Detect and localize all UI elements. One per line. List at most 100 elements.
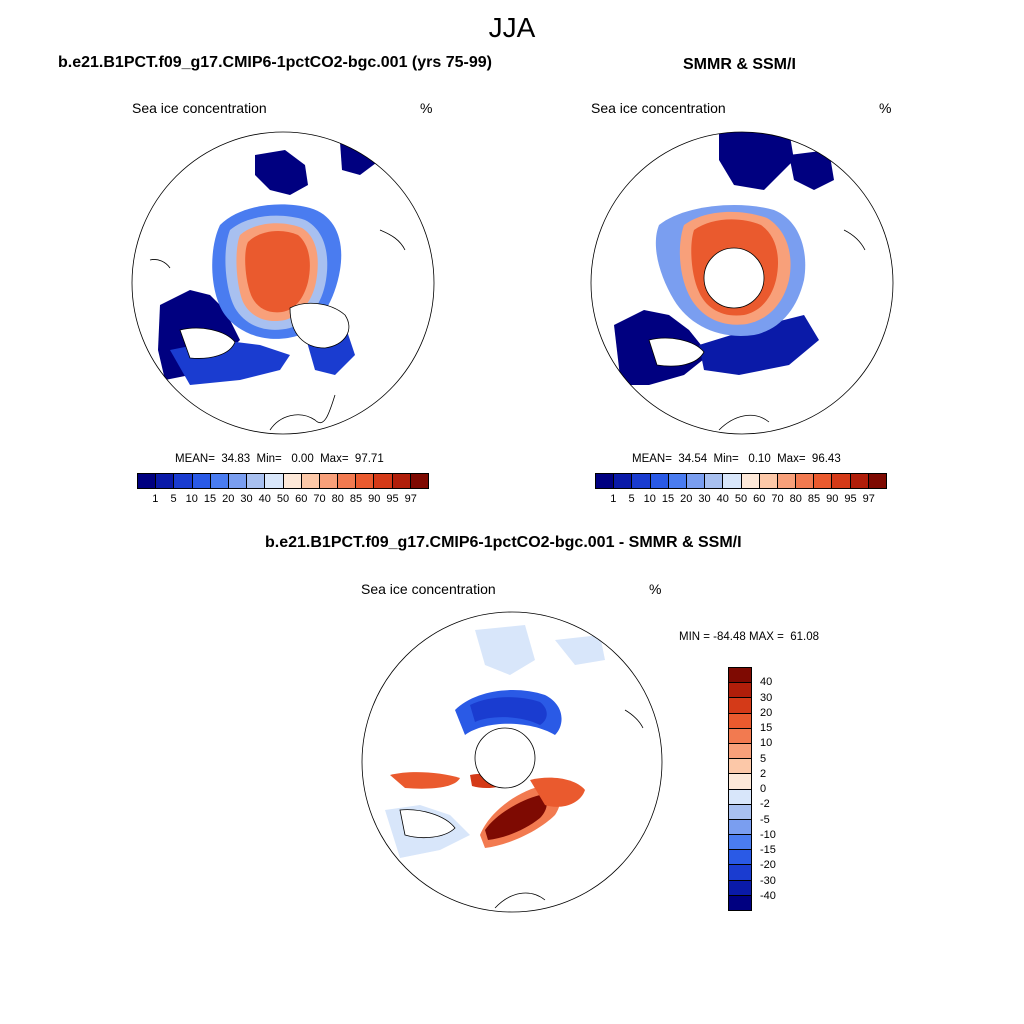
panel-b-colorbar-tick-label: 5 — [628, 493, 635, 505]
panel-a-colorbar-swatch — [301, 474, 320, 488]
panel-b-colorbar-swatch — [596, 474, 615, 488]
panel-a-polar-map — [131, 131, 435, 435]
panel-c-colorbar-tick-label: 15 — [760, 722, 773, 734]
panel-b-title: SMMR & SSM/I — [683, 56, 796, 73]
panel-b-colorbar-tick-label: 90 — [826, 493, 839, 505]
panel-b-colorbar-tick-label: 20 — [680, 493, 693, 505]
panel-a-colorbar-swatch — [174, 474, 193, 488]
panel-b-colorbar-tick-label: 97 — [862, 493, 875, 505]
panel-a-colorbar-labels: 1 5 10 15 20 30 40 50 60 70 80 85 90 95 97 — [137, 493, 429, 507]
panel-a-colorbar-tick-label: 90 — [368, 493, 381, 505]
panel-b-colorbar-swatch — [632, 474, 651, 488]
panel-a-colorbar-swatch — [374, 474, 393, 488]
panel-a-colorbar-swatch — [265, 474, 284, 488]
panel-a-colorbar-swatch — [247, 474, 266, 488]
panel-c-colorbar-tick-label: -30 — [760, 874, 776, 887]
panel-c-colorbar-tick-label: 0 — [760, 783, 767, 795]
panel-b-colorbar-tick-label: 95 — [844, 493, 857, 505]
panel-c-units-label: % — [649, 581, 662, 597]
panel-b-colorbar-tick-label: 15 — [661, 493, 675, 505]
panel-a-colorbar-tick-label: 80 — [331, 493, 344, 505]
panel-c-variable-label: Sea ice concentration — [361, 581, 496, 597]
panel-c-colorbar-swatch — [729, 850, 751, 866]
panel-b-variable-label: Sea ice concentration — [591, 100, 726, 116]
panel-c-colorbar-swatch — [729, 789, 751, 805]
panel-b-colorbar — [595, 473, 887, 489]
panel-c-colorbar-tick-label: -15 — [760, 844, 776, 856]
panel-c-colorbar — [728, 667, 752, 911]
panel-c-colorbar-swatch — [729, 728, 751, 744]
panel-b-colorbar-swatch — [705, 474, 724, 488]
panel-a-stats: MEAN= 34.83 Min= 0.00 Max= 97.71 — [175, 453, 384, 465]
panel-a-colorbar-swatch — [138, 474, 157, 488]
panel-a-colorbar-swatch — [356, 474, 375, 488]
panel-c-colorbar-swatch — [729, 698, 751, 714]
panel-a-colorbar-tick-label: 10 — [185, 493, 198, 505]
panel-b-colorbar-swatch — [796, 474, 815, 488]
panel-c-colorbar-swatch — [729, 713, 751, 729]
panel-b-colorbar-tick-label: 40 — [716, 493, 729, 505]
figure-title: JJA — [488, 12, 536, 43]
panel-c-colorbar-tick-label: -40 — [760, 889, 776, 902]
panel-b-colorbar-tick-label: 60 — [753, 493, 766, 505]
panel-b-colorbar-swatch — [668, 474, 687, 488]
panel-b-colorbar-swatch — [686, 474, 706, 488]
panel-b-colorbar-swatch — [741, 474, 760, 488]
panel-c-colorbar-tick-label: 5 — [760, 752, 767, 765]
panel-c-colorbar-swatch — [729, 759, 751, 775]
panel-c-colorbar-swatch — [729, 804, 751, 820]
panel-c-colorbar-tick-label: 20 — [760, 706, 773, 719]
panel-c-colorbar-swatch — [729, 835, 751, 851]
panel-c-colorbar-swatch — [729, 668, 751, 684]
panel-c-stats: MIN = -84.48 MAX = 61.08 — [679, 631, 819, 643]
panel-c-colorbar-tick-label: -10 — [760, 828, 776, 841]
panel-c-title: b.e21.B1PCT.f09_g17.CMIP6-1pctCO2-bgc.00… — [265, 534, 742, 551]
panel-a-colorbar-tick-label: 50 — [276, 493, 290, 505]
panel-c-colorbar-swatch — [729, 895, 751, 910]
panel-a-colorbar-tick-label: 15 — [203, 493, 217, 505]
panel-b-colorbar-swatch — [868, 474, 886, 488]
panel-b-colorbar-swatch — [850, 474, 869, 488]
panel-b-colorbar-swatch — [650, 474, 669, 488]
panel-c-colorbar-swatch — [729, 683, 751, 699]
panel-b-colorbar-swatch — [814, 474, 833, 488]
panel-b-stats: MEAN= 34.54 Min= 0.10 Max= 96.43 — [632, 453, 841, 465]
panel-c-colorbar-swatch — [729, 819, 751, 836]
panel-a-colorbar-swatch — [156, 474, 175, 488]
panel-a-colorbar-swatch — [410, 474, 428, 488]
panel-a-colorbar-swatch — [228, 474, 248, 488]
panel-a-colorbar-tick-label: 70 — [313, 493, 326, 505]
panel-a-colorbar-swatch — [319, 474, 339, 488]
panel-a-variable-label: Sea ice concentration — [132, 100, 267, 116]
panel-c-colorbar-swatch — [729, 865, 751, 881]
panel-a-colorbar-tick-label: 5 — [170, 493, 177, 505]
panel-a-colorbar-swatch — [392, 474, 411, 488]
panel-a-colorbar-swatch — [338, 474, 357, 488]
panel-b-colorbar-swatch — [832, 474, 851, 488]
panel-c-colorbar-swatch — [729, 743, 751, 760]
panel-a-colorbar-tick-label: 97 — [404, 493, 417, 505]
panel-c-colorbar-tick-label: 30 — [760, 691, 773, 704]
panel-a-colorbar-tick-label: 20 — [222, 493, 235, 505]
panel-b-colorbar-tick-label: 70 — [771, 493, 784, 505]
panel-c-colorbar-tick-label: -5 — [760, 813, 770, 826]
panel-a-colorbar-swatch — [283, 474, 302, 488]
panel-a-title: b.e21.B1PCT.f09_g17.CMIP6-1pctCO2-bgc.00… — [58, 54, 492, 71]
panel-a-colorbar-swatch — [192, 474, 211, 488]
panel-b-colorbar-swatch — [777, 474, 797, 488]
panel-b-colorbar-tick-label: 80 — [789, 493, 802, 505]
panel-c-colorbar-labels: 40 30 20 15 10 5 2 0 -2 -5 -10 -15 -20 -30 -40 — [760, 667, 800, 911]
panel-a-colorbar-tick-label: 1 — [152, 493, 159, 505]
panel-c-colorbar-tick-label: -2 — [760, 798, 770, 811]
panel-c-colorbar-swatch — [729, 880, 751, 896]
panel-a-colorbar — [137, 473, 429, 489]
panel-b-colorbar-tick-label: 50 — [734, 493, 748, 505]
panel-b-colorbar-swatch — [759, 474, 778, 488]
panel-a-colorbar-tick-label: 40 — [258, 493, 271, 505]
panel-a-colorbar-tick-label: 85 — [349, 493, 363, 505]
panel-a-units-label: % — [420, 100, 433, 116]
panel-b-colorbar-tick-label: 1 — [610, 493, 617, 505]
panel-b-colorbar-tick-label: 10 — [643, 493, 656, 505]
panel-c-colorbar-tick-label: -20 — [760, 859, 776, 872]
panel-a-colorbar-swatch — [210, 474, 229, 488]
